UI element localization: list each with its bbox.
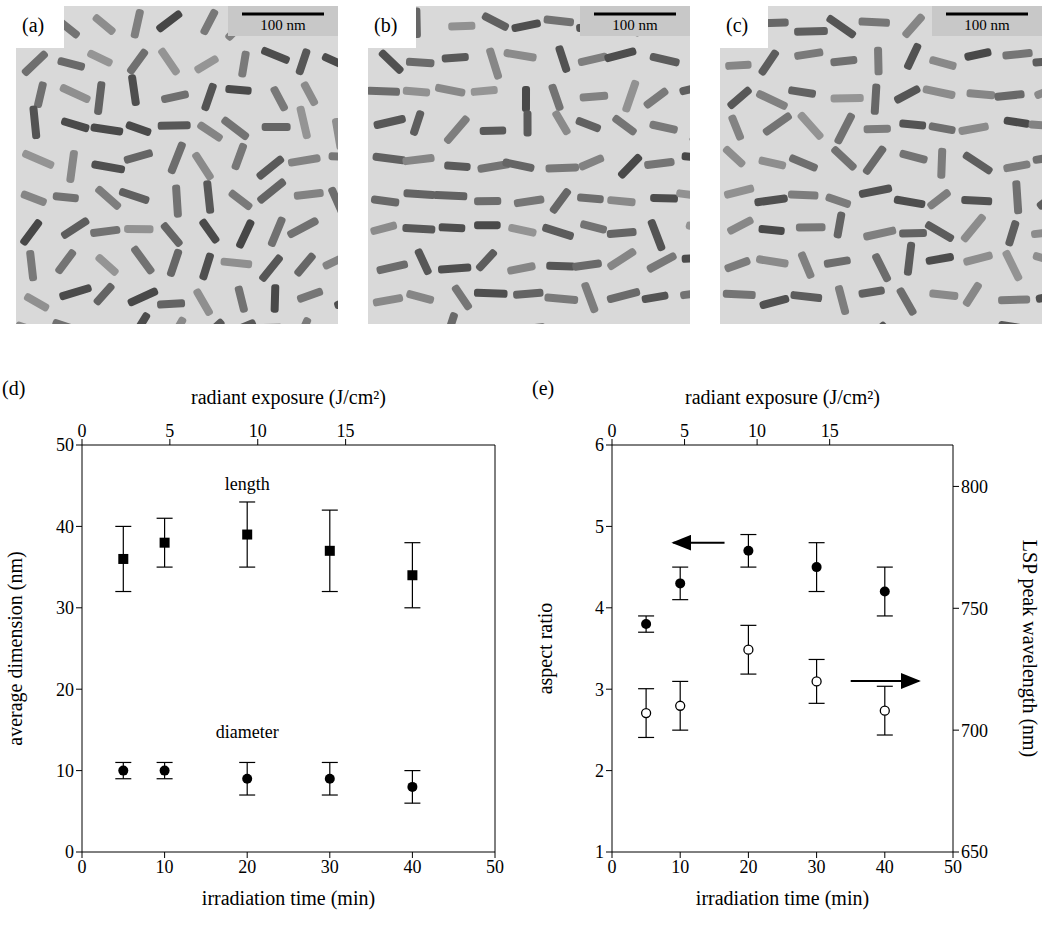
html-text:(b): (b) (374, 14, 398, 36)
svg-text:50: 50 (56, 435, 74, 455)
svg-text:30: 30 (321, 857, 339, 877)
svg-text:5: 5 (595, 517, 604, 537)
svg-text:0: 0 (78, 857, 87, 877)
html-text:100 nm: 100 nm (964, 17, 1010, 33)
svg-text:0: 0 (608, 857, 617, 877)
svg-text:6: 6 (595, 435, 604, 455)
html-text:length: length (224, 474, 270, 494)
svg-text:10: 10 (748, 421, 766, 441)
svg-text:650: 650 (961, 842, 988, 862)
svg-text:2: 2 (595, 761, 604, 781)
svg-text:radiant exposure (J/cm²): radiant exposure (J/cm²) (191, 386, 386, 409)
svg-text:30: 30 (808, 857, 826, 877)
html-text:(d): (d) (2, 377, 26, 399)
svg-text:irradiation time (min): irradiation time (min) (202, 887, 375, 910)
svg-text:10: 10 (671, 857, 689, 877)
svg-text:40: 40 (403, 857, 421, 877)
svg-text:average dimension (nm): average dimension (nm) (4, 551, 27, 745)
svg-text:5: 5 (680, 421, 689, 441)
svg-text:15: 15 (337, 421, 355, 441)
svg-text:40: 40 (876, 857, 894, 877)
svg-text:800: 800 (961, 477, 988, 497)
html-text:(c): (c) (726, 14, 749, 36)
html-text:100 nm: 100 nm (260, 17, 306, 33)
svg-text:30: 30 (56, 598, 74, 618)
html-text:100 nm: 100 nm (612, 17, 658, 33)
svg-text:0: 0 (608, 421, 617, 441)
svg-text:700: 700 (961, 721, 988, 741)
svg-text:20: 20 (238, 857, 256, 877)
svg-text:10: 10 (156, 857, 174, 877)
svg-text:0: 0 (65, 842, 74, 862)
svg-text:1: 1 (595, 842, 604, 862)
svg-text:40: 40 (56, 517, 74, 537)
svg-text:20: 20 (56, 680, 74, 700)
svg-text:10: 10 (56, 761, 74, 781)
svg-text:20: 20 (739, 857, 757, 877)
svg-text:LSP peak wavelength (nm): LSP peak wavelength (nm) (1018, 540, 1041, 758)
svg-text:0: 0 (78, 421, 87, 441)
html-text:(e): (e) (532, 377, 555, 399)
svg-text:irradiation time (min): irradiation time (min) (696, 887, 869, 910)
svg-text:50: 50 (486, 857, 504, 877)
html-text:(a): (a) (22, 14, 45, 36)
svg-text:750: 750 (961, 599, 988, 619)
svg-text:3: 3 (595, 680, 604, 700)
svg-text:50: 50 (944, 857, 962, 877)
svg-text:4: 4 (595, 598, 604, 618)
svg-text:15: 15 (821, 421, 839, 441)
html-text:diameter: diameter (215, 722, 279, 743)
svg-text:5: 5 (165, 421, 174, 441)
svg-text:radiant exposure (J/cm²): radiant exposure (J/cm²) (685, 386, 880, 409)
svg-text:aspect ratio: aspect ratio (534, 603, 557, 695)
svg-text:10: 10 (249, 421, 267, 441)
